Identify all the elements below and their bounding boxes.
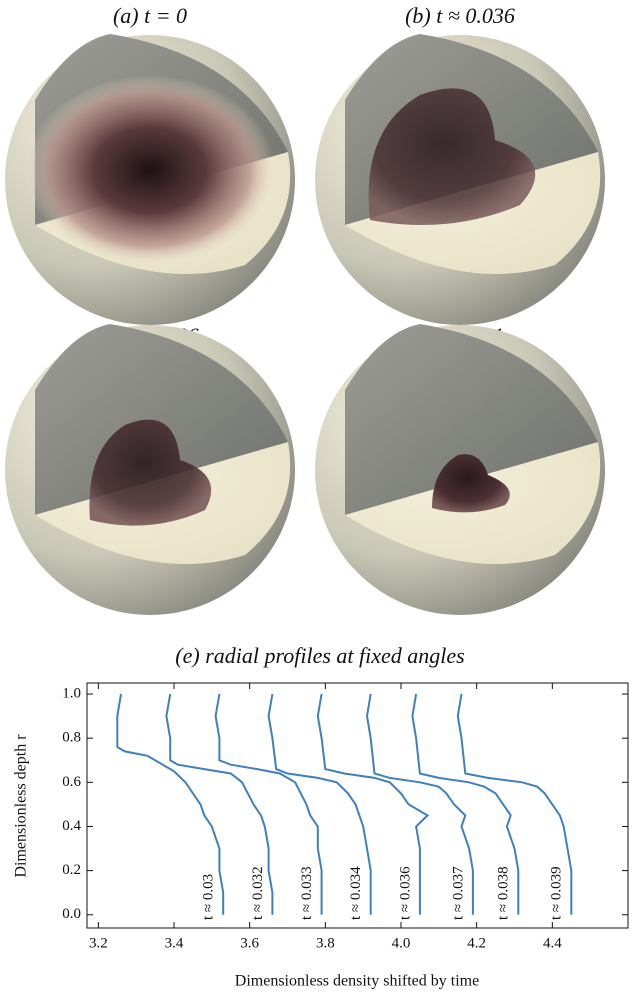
x-tick-label: 4.2 [467,935,486,951]
y-tick-label: 0.0 [62,906,81,922]
panel-d: (d) t ≈ 0.1 [315,323,605,615]
panel-a: (a) t = 0 [5,3,295,325]
chart-title: (e) radial profiles at fixed angles [175,643,464,668]
line-annotation: t ≈ 0.036 [397,866,413,920]
panel-b: (b) t ≈ 0.036 [315,3,605,325]
y-tick-label: 0.4 [62,818,81,834]
figure: (a) t = 0 (b) t ≈ 0.036 (c) t ≈ 0.06 (d)… [0,0,639,994]
line-annotation: t ≈ 0.037 [450,866,466,920]
line-annotation: t ≈ 0.03 [201,874,217,920]
x-tick-label: 3.4 [165,935,184,951]
panel-title: (a) t = 0 [113,3,187,28]
line-annotation: t ≈ 0.032 [250,866,266,920]
panel-c: (c) t ≈ 0.06 [5,323,295,615]
x-axis-label: Dimensionless density shifted by time [235,973,479,990]
y-axis-label: Dimensionless depth r [13,734,30,878]
x-tick-label: 4.4 [543,935,562,951]
y-tick-label: 0.6 [62,774,81,790]
page: (a) t = 0 (b) t ≈ 0.036 (c) t ≈ 0.06 (d)… [0,0,639,994]
panel-title: (b) t ≈ 0.036 [405,3,515,28]
y-tick-label: 0.2 [62,862,81,878]
x-tick-label: 3.8 [316,935,335,951]
line-annotation: t ≈ 0.034 [348,866,364,920]
line-annotation: t ≈ 0.038 [496,866,512,920]
y-tick-label: 0.8 [62,730,81,746]
x-tick-label: 3.2 [89,935,108,951]
y-tick-label: 1.0 [62,685,81,701]
line-annotation: t ≈ 0.039 [549,866,565,920]
line-annotation: t ≈ 0.033 [299,866,315,920]
x-tick-label: 4.0 [392,935,411,951]
x-tick-label: 3.6 [240,935,259,951]
